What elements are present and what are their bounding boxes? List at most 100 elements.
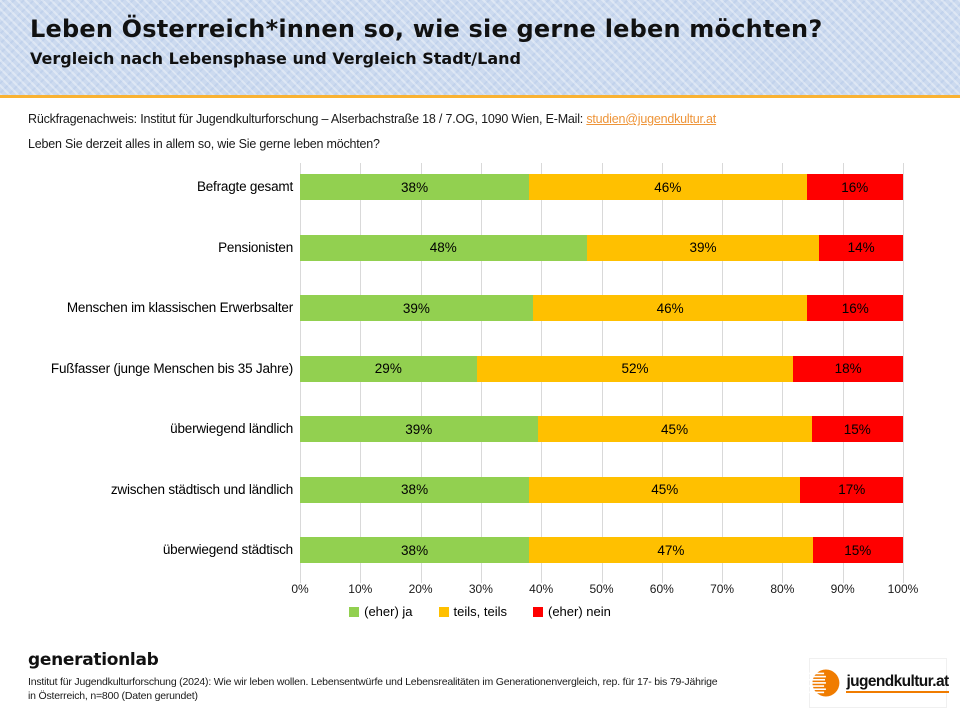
jugendkultur-logo[interactable]: jugendkultur.at <box>807 658 949 708</box>
bar-segment: 29% <box>300 355 477 382</box>
bar-value-label: 14% <box>847 240 875 255</box>
x-axis-tick-label: 0% <box>291 582 309 596</box>
x-axis-tick-label: 70% <box>710 582 735 596</box>
category-label: Pensionisten <box>218 239 293 255</box>
bar-value-label: 38% <box>401 482 429 497</box>
bar-value-label: 15% <box>843 421 871 437</box>
bar-value-label: 46% <box>654 179 682 195</box>
x-axis-tick-label: 20% <box>408 582 433 596</box>
x-axis-tick-label: 40% <box>529 582 554 596</box>
chart-row: überwiegend städtisch 38% 47% 15% <box>0 537 960 563</box>
category-label: Fußfasser (junge Menschen bis 35 Jahre) <box>50 360 293 376</box>
bar-value-label: 38% <box>401 542 429 558</box>
bar-segment: 47% <box>529 537 813 563</box>
source-line-1: Institut für Jugendkulturforschung (2024… <box>28 675 718 688</box>
jugendkultur-sun-icon <box>807 665 843 701</box>
category-label: zwischen städtisch und ländlich <box>110 481 293 497</box>
x-axis-tick-label: 50% <box>589 582 614 596</box>
legend-label: (eher) ja <box>364 604 413 619</box>
category-label: Befragte gesamt <box>196 179 293 194</box>
legend-item: (eher) ja <box>349 604 413 619</box>
chart-row: zwischen städtisch und ländlich 38% 45% 17% <box>0 476 960 503</box>
bar-value-label: 39% <box>405 421 433 437</box>
header: Leben Österreich*innen so, wie sie gerne… <box>0 0 960 95</box>
bar-value-label: 46% <box>656 300 684 316</box>
gridline <box>903 163 904 583</box>
bar-segment: 38% <box>300 476 530 503</box>
x-axis-tick-label: 80% <box>770 582 795 596</box>
chart-row: Fußfasser (junge Menschen bis 35 Jahre) 2… <box>0 355 960 382</box>
plot-area: Befragte gesamt 38% 46% 16% Pensionisten 48% 3… <box>0 163 960 583</box>
chart-row: Pensionisten 48% 39% 14% <box>0 234 960 261</box>
survey-question: Leben Sie derzeit alles in allem so, wie… <box>28 137 380 151</box>
bar-value-label: 47% <box>657 542 685 558</box>
bar-value-label: 48% <box>429 240 457 255</box>
bar-segment: 48% <box>300 234 587 261</box>
source-line-2: in Österreich, n=800 (Daten gerundet) <box>28 690 198 703</box>
chart-row: überwiegend ländlich 39% 45% 15% <box>0 416 960 442</box>
chart: Befragte gesamt 38% 46% 16% Pensionisten 48% 3… <box>0 163 960 619</box>
bar-segment: 17% <box>800 476 903 503</box>
bar-value-label: 18% <box>834 361 862 376</box>
legend-swatch <box>533 606 543 617</box>
contact-line: Rückfragenachweis: Institut für Jugendku… <box>28 112 960 126</box>
category-label: Menschen im klassischen Erwerbsalter <box>66 300 293 315</box>
header-divider <box>0 95 960 98</box>
x-axis-tick-label: 30% <box>468 582 493 596</box>
bar-track: 38% 45% 17% <box>300 476 903 503</box>
x-axis-tick-label: 90% <box>830 582 855 596</box>
legend-label: (eher) nein <box>548 604 611 619</box>
bar-segment: 45% <box>537 416 812 442</box>
bar-segment: 38% <box>300 537 530 563</box>
legend-item: (eher) nein <box>533 604 611 619</box>
bar-segment: 16% <box>806 174 903 200</box>
bar-value-label: 38% <box>401 179 429 195</box>
bar-segment: 15% <box>811 416 903 442</box>
legend: (eher) ja teils, teils (eher) nein <box>0 604 960 619</box>
bar-segment: 46% <box>529 174 807 200</box>
category-label: überwiegend ländlich <box>170 421 293 436</box>
x-axis-tick-label: 60% <box>649 582 674 596</box>
bar-value-label: 16% <box>841 179 869 195</box>
email-link[interactable]: studien@jugendkultur.at <box>586 112 717 126</box>
chart-row: Befragte gesamt 38% 46% 16% <box>0 174 960 200</box>
bar-segment: 15% <box>812 537 903 563</box>
bar-value-label: 29% <box>374 361 402 376</box>
legend-swatch <box>349 606 360 617</box>
bar-value-label: 39% <box>689 240 717 255</box>
bar-segment: 39% <box>300 295 533 321</box>
bar-track: 38% 47% 15% <box>300 537 903 563</box>
source-note: Institut für Jugendkulturforschung (2024… <box>28 675 798 704</box>
x-axis: 0% 10% 20% 30% 40% 50% 60% 70% 80% 90% 100% <box>291 577 918 597</box>
bar-value-label: 45% <box>651 482 679 497</box>
bar-track: 48% 39% 14% <box>300 234 903 261</box>
chart-row: Menschen im klassischen Erwerbsalter 39% 4… <box>0 295 960 321</box>
bar-value-label: 52% <box>621 361 649 376</box>
jugendkultur-logo-text: jugendkultur.at <box>846 673 949 694</box>
generationlab-logo: generationlab <box>28 649 159 670</box>
bar-value-label: 15% <box>844 542 872 558</box>
page-title: Leben Österreich*innen so, wie sie gerne… <box>30 15 823 43</box>
x-axis-tick-label: 100% <box>887 582 919 596</box>
bar-value-label: 45% <box>661 421 689 437</box>
bar-segment: 14% <box>819 234 903 261</box>
bar-track: 29% 52% 18% <box>300 355 903 382</box>
bar-segment: 38% <box>300 174 530 200</box>
contact-text: Rückfragenachweis: Institut für Jugendku… <box>28 112 587 126</box>
bar-segment: 18% <box>793 355 903 382</box>
bar-track: 39% 45% 15% <box>300 416 903 442</box>
x-axis-tick-label: 10% <box>348 582 373 596</box>
legend-label: teils, teils <box>453 604 507 619</box>
legend-swatch <box>438 606 449 617</box>
bar-value-label: 39% <box>402 300 430 316</box>
bar-segment: 45% <box>529 476 801 503</box>
legend-item: teils, teils <box>438 604 507 619</box>
bar-segment: 39% <box>586 234 820 261</box>
bar-segment: 39% <box>300 416 538 442</box>
bar-value-label: 16% <box>841 300 869 316</box>
category-label: überwiegend städtisch <box>162 542 293 557</box>
bar-track: 38% 46% 16% <box>300 174 903 200</box>
bar-segment: 46% <box>532 295 808 321</box>
bar-track: 39% 46% 16% <box>300 295 903 321</box>
